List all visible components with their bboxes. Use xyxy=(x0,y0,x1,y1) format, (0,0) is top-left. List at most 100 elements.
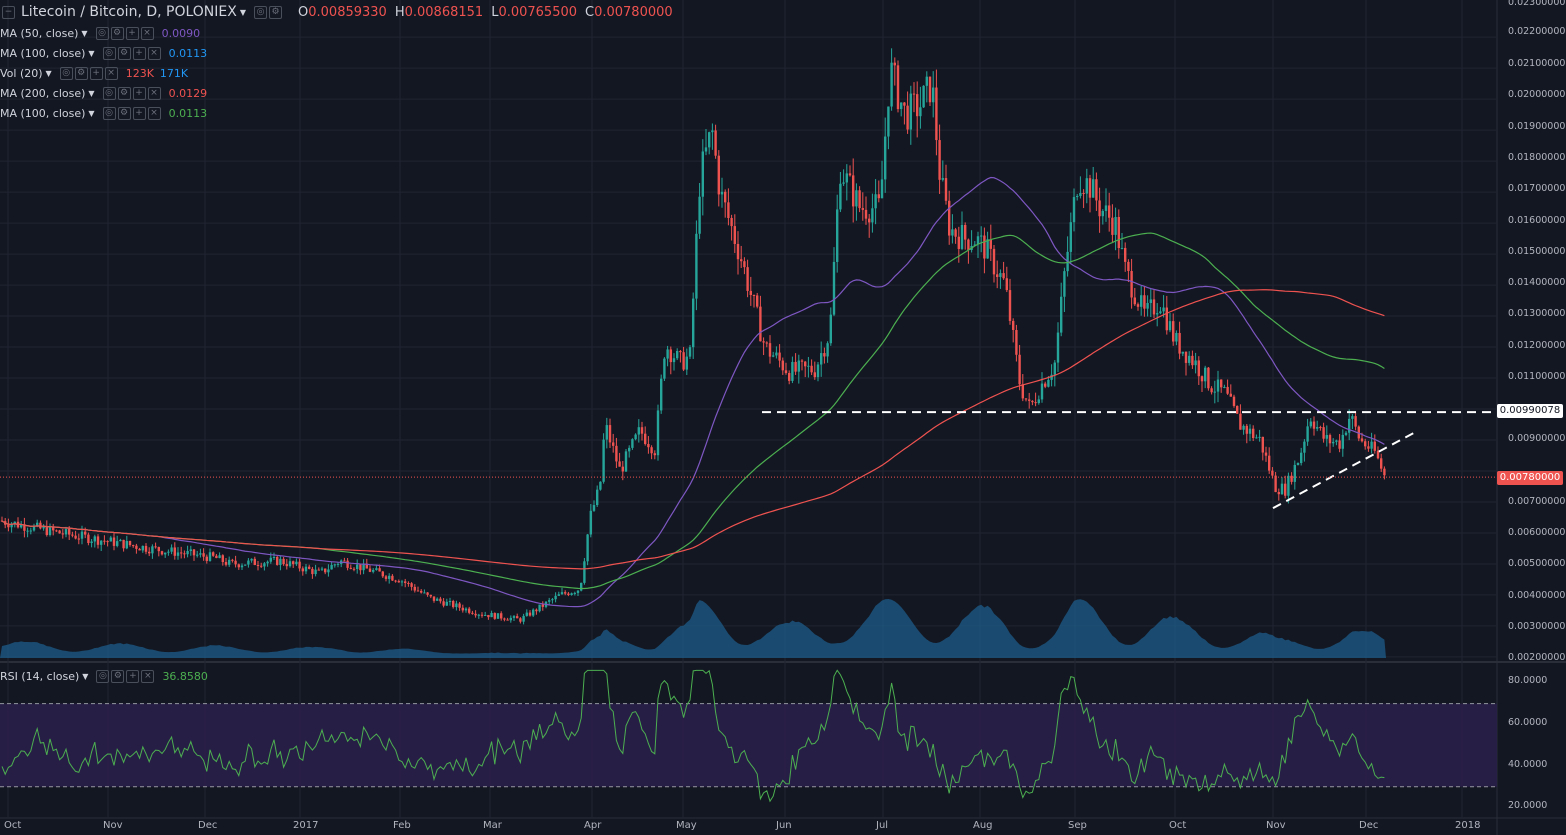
candle-body xyxy=(1133,297,1136,305)
candle-body xyxy=(407,582,410,584)
candle-body xyxy=(71,534,74,536)
hide-icon[interactable]: ◎ xyxy=(59,66,73,80)
candle-body xyxy=(301,568,304,572)
candle-body xyxy=(701,151,704,197)
symbol-title[interactable]: Litecoin / Bitcoin, D, POLONIEX xyxy=(21,4,237,20)
collapse-icon[interactable]: − xyxy=(2,5,15,19)
candle-body xyxy=(1245,425,1248,434)
ma-100-line xyxy=(1,232,1385,590)
hide-icon[interactable]: ◎ xyxy=(254,5,268,19)
hide-icon[interactable]: ◎ xyxy=(102,106,116,120)
candle-body xyxy=(125,540,128,549)
indicator-label[interactable]: MA (200, close) xyxy=(0,86,86,100)
close-icon[interactable]: × xyxy=(147,46,161,60)
candle-body xyxy=(1216,379,1220,392)
hide-icon[interactable]: ◎ xyxy=(102,86,116,100)
close-icon[interactable]: × xyxy=(147,86,161,100)
close-icon[interactable]: × xyxy=(147,106,161,120)
indicator-row-ma50[interactable]: MA (50, close) ▼ ◎ ⚙ + × 0.0090 xyxy=(0,23,200,43)
indicator-label[interactable]: Vol (20) xyxy=(0,66,43,80)
chevron-down-icon[interactable]: ▼ xyxy=(82,671,89,681)
indicator-row-volume[interactable]: Vol (20) ▼ ◎ ⚙ + × 123K 171K xyxy=(0,63,188,83)
candle-body xyxy=(1101,210,1104,217)
chevron-down-icon[interactable]: ▼ xyxy=(88,88,95,98)
last-price-tag: 0.00780000 xyxy=(1497,471,1563,485)
add-icon[interactable]: + xyxy=(132,46,146,60)
candle-body xyxy=(1018,354,1021,385)
settings-icon[interactable]: ⚙ xyxy=(74,66,88,80)
chevron-down-icon[interactable]: ▼ xyxy=(239,7,247,17)
time-tick: Feb xyxy=(393,820,411,831)
settings-icon[interactable]: ⚙ xyxy=(111,669,125,683)
candle-body xyxy=(1312,421,1316,429)
candle-body xyxy=(0,520,4,522)
indicator-label[interactable]: MA (100, close) xyxy=(0,46,86,60)
settings-icon[interactable]: ⚙ xyxy=(269,5,283,19)
candle-body xyxy=(1117,217,1120,249)
time-tick: Sep xyxy=(1068,820,1087,831)
candle-body xyxy=(1040,383,1044,400)
close-icon[interactable]: × xyxy=(141,669,155,683)
candle-body xyxy=(916,94,919,117)
candle-body xyxy=(471,612,474,614)
candle-body xyxy=(592,505,596,511)
candle-body xyxy=(42,526,45,529)
hide-icon[interactable]: ◎ xyxy=(102,46,116,60)
candle-body xyxy=(580,582,583,591)
candle-body xyxy=(1104,205,1108,211)
add-icon[interactable]: + xyxy=(125,26,139,40)
rsi-label[interactable]: RSI (14, close) xyxy=(0,669,80,683)
chevron-down-icon[interactable]: ▼ xyxy=(45,68,52,78)
candle-body xyxy=(989,239,992,249)
candle-body xyxy=(1178,332,1181,354)
candle-body xyxy=(1114,217,1117,235)
chevron-down-icon[interactable]: ▼ xyxy=(81,28,88,38)
hide-icon[interactable]: ◎ xyxy=(95,26,109,40)
indicator-row-ma100-green[interactable]: MA (100, close) ▼ ◎ ⚙ + × 0.0113 xyxy=(0,103,207,123)
candle-body xyxy=(384,576,388,579)
indicator-value: 0.0113 xyxy=(168,106,208,120)
price-tick: 0.01100000 xyxy=(1508,371,1566,382)
candle-body xyxy=(189,549,192,551)
settings-icon[interactable]: ⚙ xyxy=(117,106,131,120)
add-icon[interactable]: + xyxy=(89,66,103,80)
settings-icon[interactable]: ⚙ xyxy=(117,46,131,60)
indicator-row-ma200[interactable]: MA (200, close) ▼ ◎ ⚙ + × 0.0129 xyxy=(0,83,207,103)
add-icon[interactable]: + xyxy=(132,106,146,120)
indicator-row-ma100[interactable]: MA (100, close) ▼ ◎ ⚙ + × 0.0113 xyxy=(0,43,207,63)
candle-body xyxy=(436,598,439,601)
chevron-down-icon[interactable]: ▼ xyxy=(88,48,95,58)
candle-body xyxy=(858,190,861,209)
candle-body xyxy=(292,561,295,565)
candle-body xyxy=(1194,360,1197,366)
candle-body xyxy=(1316,427,1319,429)
settings-icon[interactable]: ⚙ xyxy=(110,26,124,40)
close-icon[interactable]: × xyxy=(140,26,154,40)
candle-body xyxy=(1146,303,1149,309)
candle-body xyxy=(349,567,352,569)
candle-body xyxy=(746,267,749,291)
indicator-label[interactable]: MA (100, close) xyxy=(0,106,86,120)
indicator-label[interactable]: MA (50, close) xyxy=(0,26,79,40)
candle-body xyxy=(884,136,887,180)
settings-icon[interactable]: ⚙ xyxy=(117,86,131,100)
hide-icon[interactable]: ◎ xyxy=(96,669,110,683)
rsi-legend-row[interactable]: RSI (14, close) ▼ ◎ ⚙ + × 36.8580 xyxy=(0,666,208,686)
add-icon[interactable]: + xyxy=(126,669,140,683)
price-tick: 0.01400000 xyxy=(1508,277,1566,288)
candle-body xyxy=(1287,475,1290,496)
ohlc-high: H0.00868151 xyxy=(394,4,484,20)
add-icon[interactable]: + xyxy=(132,86,146,100)
candle-body xyxy=(1095,179,1098,201)
candle-body xyxy=(855,190,858,207)
candle-body xyxy=(1085,178,1088,194)
candle-body xyxy=(1341,434,1344,449)
candle-body xyxy=(976,236,980,245)
candle-body xyxy=(1149,299,1152,304)
candle-body xyxy=(810,365,813,373)
close-icon[interactable]: × xyxy=(104,66,118,80)
chevron-down-icon[interactable]: ▼ xyxy=(88,108,95,118)
candle-body xyxy=(1120,247,1124,249)
candle-body xyxy=(912,93,916,95)
